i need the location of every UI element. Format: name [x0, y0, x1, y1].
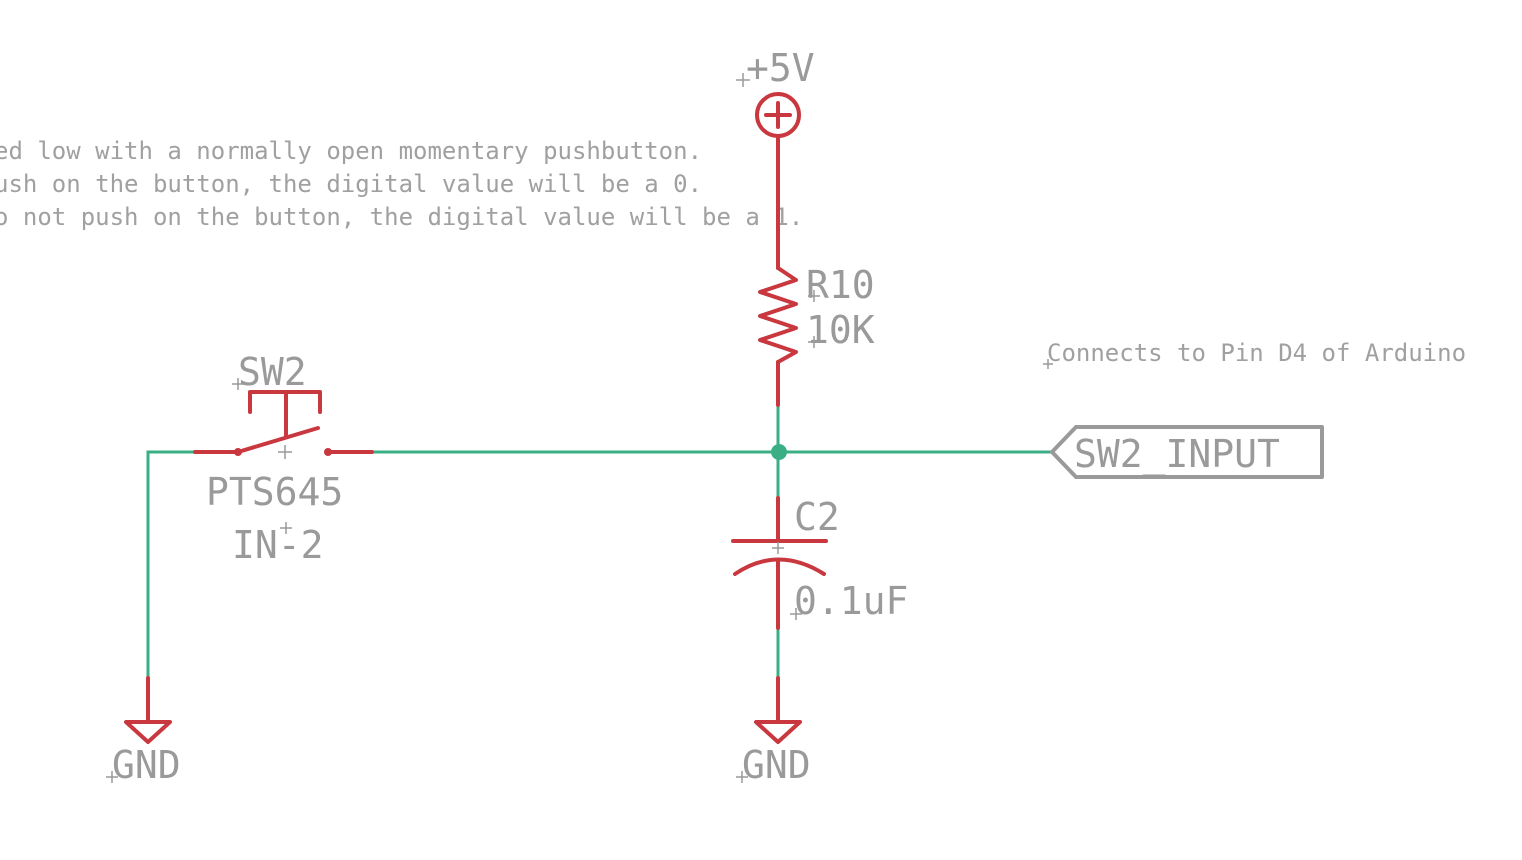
connection-note-origin [1043, 359, 1053, 369]
ground-origin [736, 771, 748, 783]
ground-center: GND [736, 676, 811, 787]
capacitor-origins [772, 542, 802, 620]
plus-icon [764, 101, 792, 129]
capacitor-c2: C2 0.1uF [731, 495, 908, 630]
net-label-flag [1050, 425, 1324, 479]
resistor-r10: R10 10K [758, 176, 875, 407]
note-line-1: ed low with a normally open momentary pu… [0, 137, 702, 165]
ground-icon [124, 720, 172, 744]
switch-ref: SW2 [238, 350, 307, 394]
wire-sw2-to-gnd [146, 450, 197, 680]
note-line-2: ush on the button, the digital value wil… [0, 170, 702, 198]
note-line-3: o not push on the button, the digital va… [0, 203, 803, 231]
supply-5v: +5V [736, 46, 815, 180]
net-label-sw2-input: SW2_INPUT [1050, 425, 1324, 479]
resistor-value: 10K [806, 308, 875, 352]
supply-name: +5V [746, 46, 815, 90]
design-note: ed low with a normally open momentary pu… [0, 137, 803, 231]
ground-origin [106, 771, 118, 783]
junction-dot [771, 444, 787, 460]
ground-icon [754, 720, 802, 744]
resistor-origins [808, 290, 820, 348]
resistor-zigzag-icon [758, 266, 798, 364]
ground-left: GND [106, 676, 181, 787]
net-label-text: SW2_INPUT [1074, 432, 1280, 477]
switch-sub: IN-2 [232, 523, 324, 567]
switch-origins [232, 378, 292, 534]
capacitor-value: 0.1uF [794, 579, 908, 623]
switch-sw2: SW2 PTS645 IN-2 [193, 350, 374, 567]
supply-origin [736, 73, 750, 87]
ground-name: GND [112, 743, 181, 787]
switch-lever-icon [236, 426, 320, 454]
connection-note: Connects to Pin D4 of Arduino [1047, 339, 1466, 367]
switch-part: PTS645 [206, 470, 343, 514]
capacitor-ref: C2 [794, 495, 840, 539]
resistor-ref: R10 [806, 263, 875, 307]
ground-name: GND [742, 743, 811, 787]
switch-actuator-icon [248, 390, 322, 438]
